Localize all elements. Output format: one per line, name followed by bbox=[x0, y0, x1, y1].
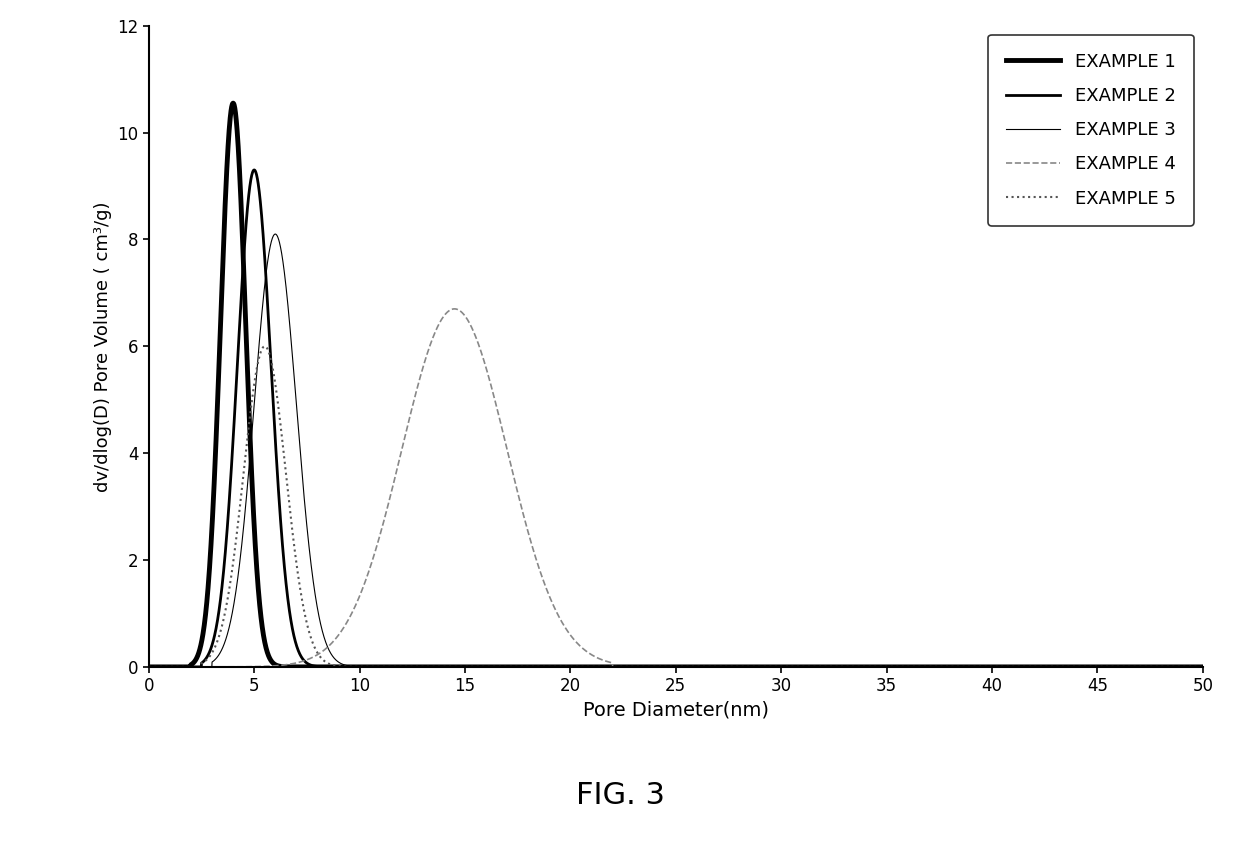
EXAMPLE 1 bbox=[226, 98, 241, 109]
EXAMPLE 2 bbox=[928, 662, 942, 672]
EXAMPLE 1 bbox=[928, 662, 942, 672]
EXAMPLE 2 bbox=[1195, 662, 1210, 672]
EXAMPLE 3 bbox=[1008, 662, 1023, 672]
Line: EXAMPLE 2: EXAMPLE 2 bbox=[149, 170, 1203, 667]
EXAMPLE 1 bbox=[774, 662, 789, 672]
Line: EXAMPLE 1: EXAMPLE 1 bbox=[149, 103, 1203, 667]
EXAMPLE 2 bbox=[544, 662, 559, 672]
EXAMPLE 3 bbox=[928, 662, 942, 672]
EXAMPLE 3 bbox=[334, 658, 348, 669]
Y-axis label: dv/dlog(D) Pore Volume ( cm³/g): dv/dlog(D) Pore Volume ( cm³/g) bbox=[93, 201, 112, 492]
EXAMPLE 5 bbox=[334, 661, 348, 671]
EXAMPLE 1 bbox=[141, 662, 156, 672]
X-axis label: Pore Diameter(nm): Pore Diameter(nm) bbox=[583, 701, 769, 720]
Legend: EXAMPLE 1, EXAMPLE 2, EXAMPLE 3, EXAMPLE 4, EXAMPLE 5: EXAMPLE 1, EXAMPLE 2, EXAMPLE 3, EXAMPLE… bbox=[988, 35, 1194, 226]
EXAMPLE 3 bbox=[544, 662, 559, 672]
EXAMPLE 5 bbox=[827, 662, 842, 672]
EXAMPLE 5 bbox=[774, 662, 789, 672]
EXAMPLE 5 bbox=[928, 662, 942, 672]
EXAMPLE 5 bbox=[1195, 662, 1210, 672]
EXAMPLE 3 bbox=[827, 662, 842, 672]
EXAMPLE 5 bbox=[544, 662, 559, 672]
EXAMPLE 4 bbox=[1195, 662, 1210, 672]
EXAMPLE 2 bbox=[774, 662, 789, 672]
Line: EXAMPLE 3: EXAMPLE 3 bbox=[149, 234, 1203, 667]
EXAMPLE 5 bbox=[1008, 662, 1023, 672]
EXAMPLE 4 bbox=[544, 597, 559, 607]
EXAMPLE 4 bbox=[827, 662, 842, 672]
EXAMPLE 1 bbox=[334, 662, 348, 672]
EXAMPLE 2 bbox=[247, 165, 262, 175]
Line: EXAMPLE 5: EXAMPLE 5 bbox=[149, 346, 1203, 667]
EXAMPLE 4 bbox=[1008, 662, 1023, 672]
EXAMPLE 4 bbox=[774, 662, 789, 672]
EXAMPLE 1 bbox=[1195, 662, 1210, 672]
EXAMPLE 5 bbox=[258, 341, 273, 351]
EXAMPLE 3 bbox=[141, 662, 156, 672]
Text: FIG. 3: FIG. 3 bbox=[575, 781, 665, 810]
EXAMPLE 4 bbox=[332, 628, 347, 638]
EXAMPLE 4 bbox=[448, 304, 463, 314]
EXAMPLE 1 bbox=[544, 662, 559, 672]
Line: EXAMPLE 4: EXAMPLE 4 bbox=[149, 309, 1203, 667]
EXAMPLE 3 bbox=[774, 662, 789, 672]
EXAMPLE 5 bbox=[141, 662, 156, 672]
EXAMPLE 2 bbox=[334, 662, 348, 672]
EXAMPLE 4 bbox=[928, 662, 942, 672]
EXAMPLE 4 bbox=[141, 662, 156, 672]
EXAMPLE 3 bbox=[268, 229, 283, 239]
EXAMPLE 1 bbox=[1008, 662, 1023, 672]
EXAMPLE 2 bbox=[1008, 662, 1023, 672]
EXAMPLE 2 bbox=[827, 662, 842, 672]
EXAMPLE 3 bbox=[1195, 662, 1210, 672]
EXAMPLE 2 bbox=[141, 662, 156, 672]
EXAMPLE 1 bbox=[827, 662, 842, 672]
